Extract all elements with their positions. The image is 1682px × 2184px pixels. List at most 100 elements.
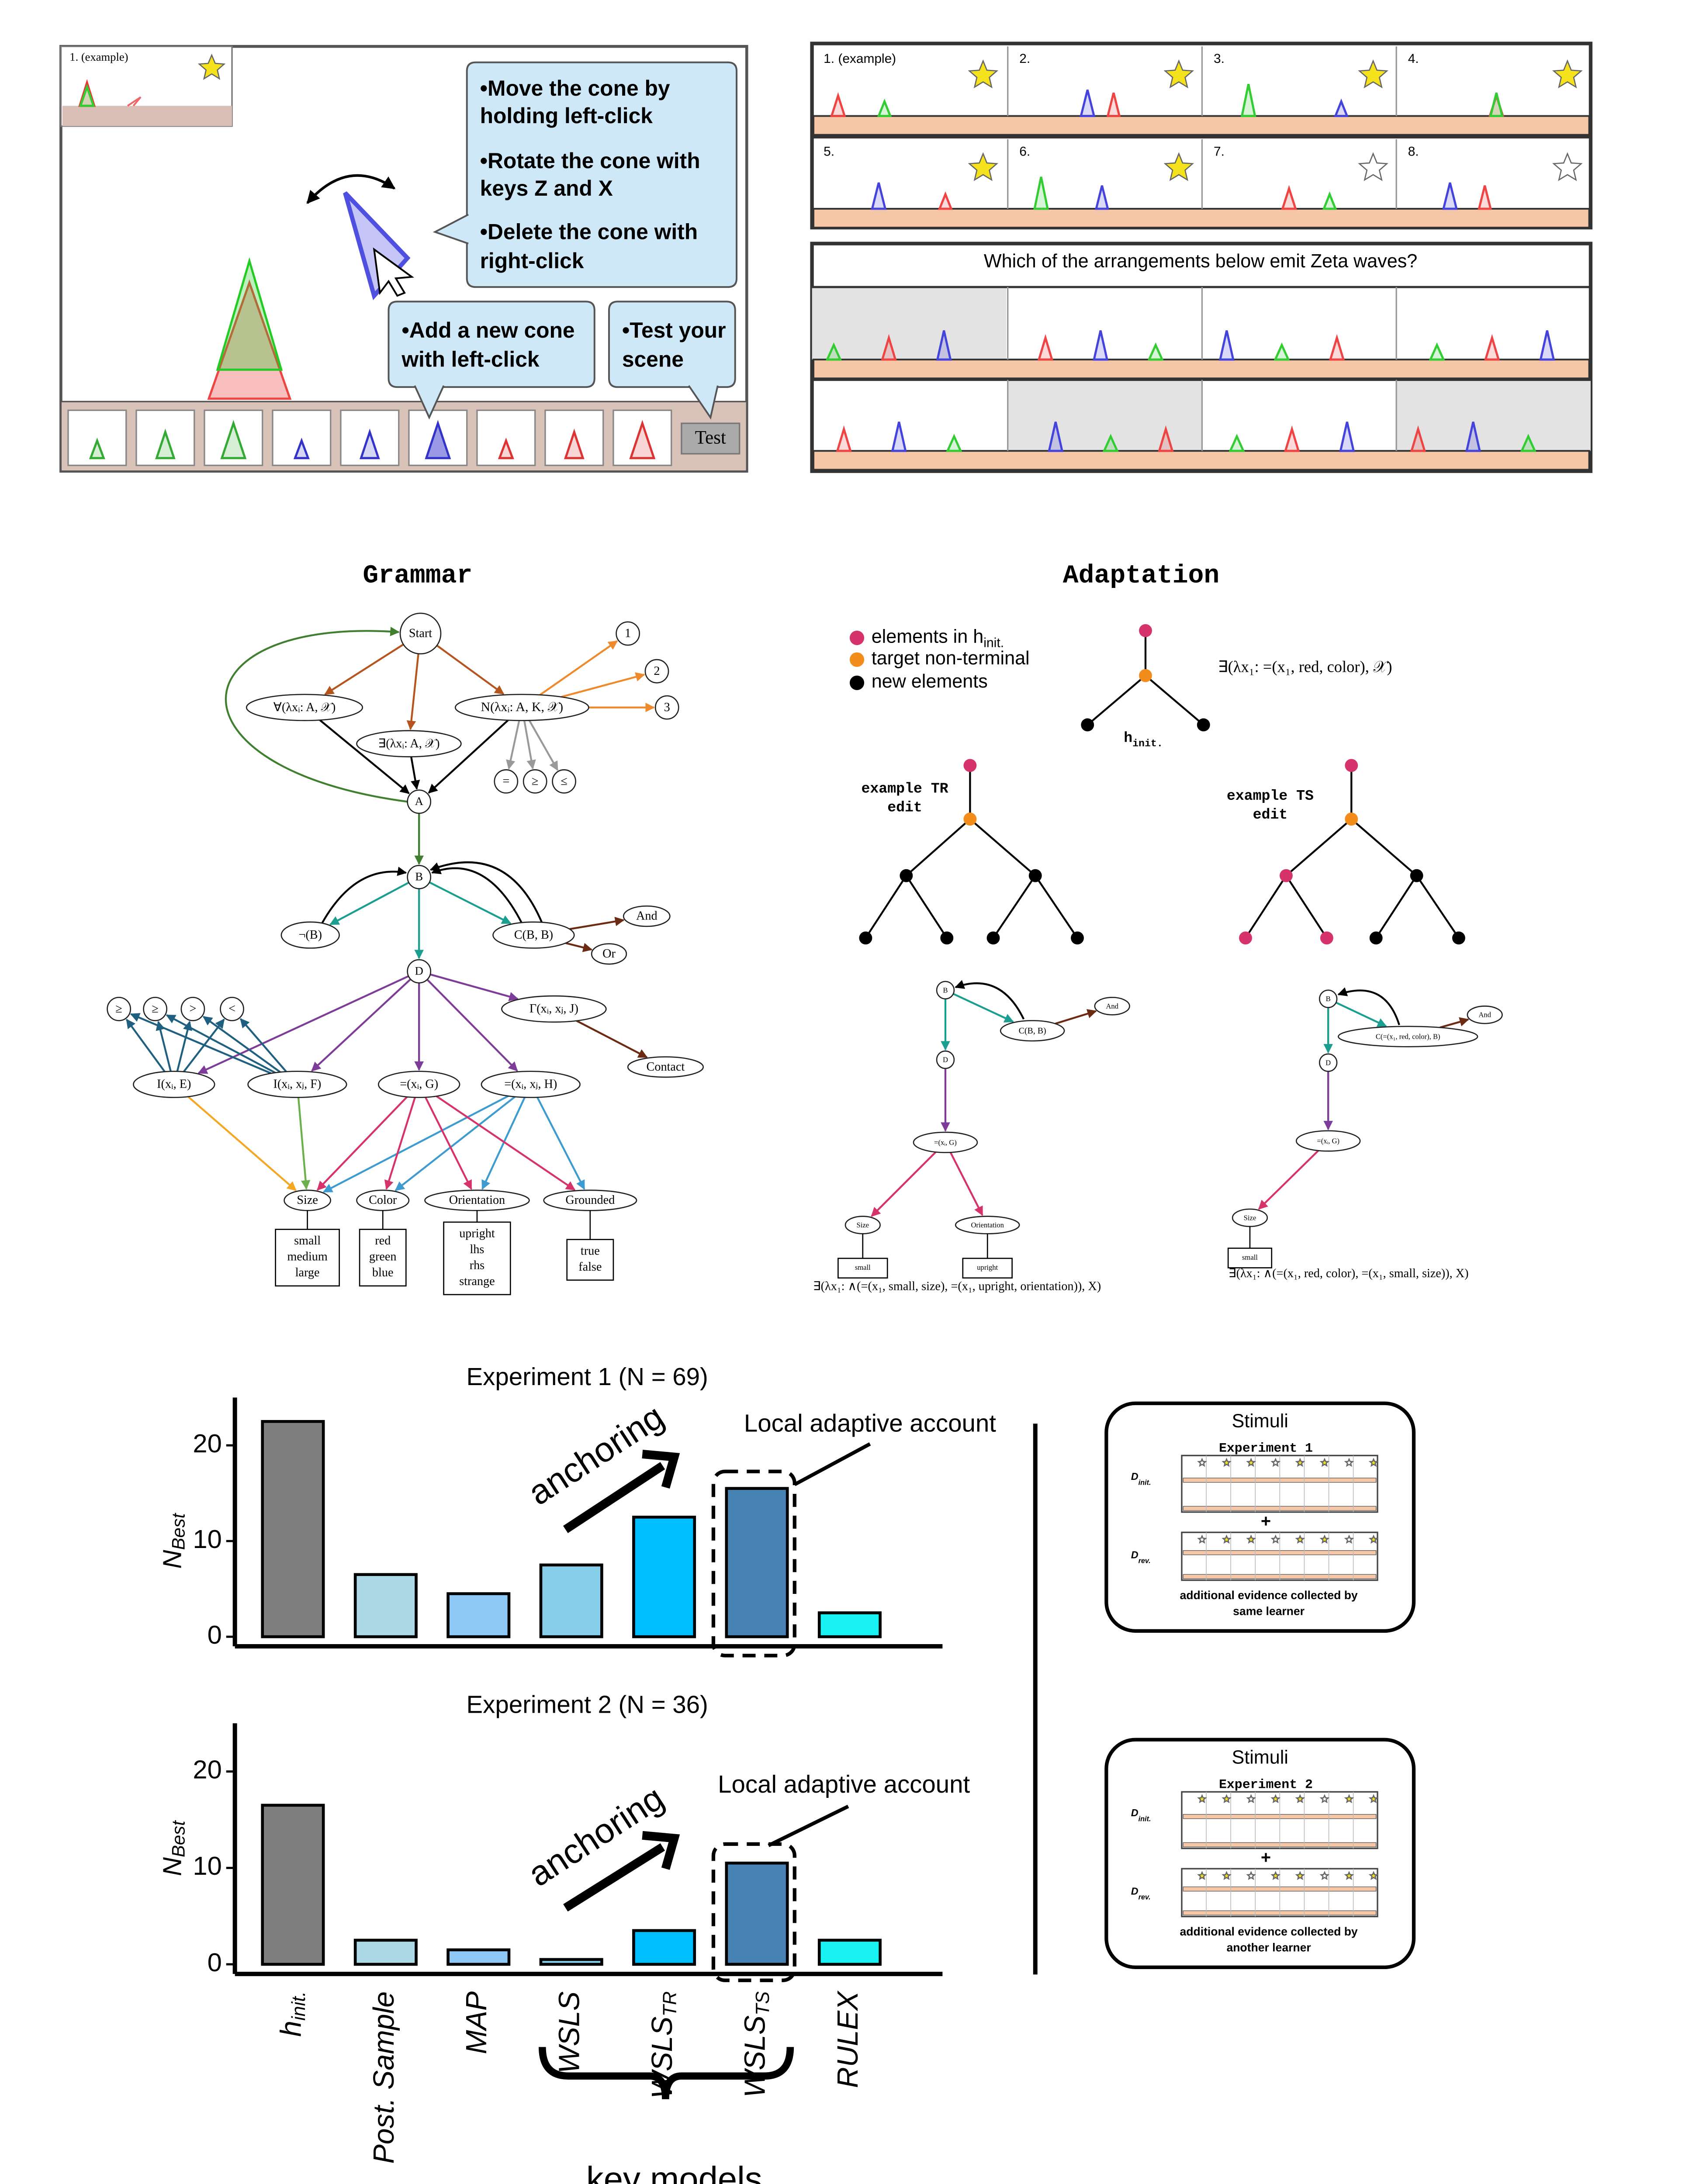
graph-edge [1336, 1002, 1387, 1027]
tree-edge [969, 818, 1036, 877]
bubble-tail [688, 385, 719, 420]
graph-node [377, 1071, 460, 1098]
star-icon [1270, 1458, 1281, 1467]
node-label: C(=(x₁, red, color), B) [1376, 1033, 1440, 1041]
cone-button[interactable] [476, 409, 536, 467]
tree-node [1139, 624, 1152, 637]
cone [877, 98, 892, 117]
star-icon [1246, 1458, 1256, 1467]
bar [725, 1487, 789, 1638]
cone-button[interactable] [204, 409, 263, 467]
tree-node [1452, 931, 1465, 945]
cone-button[interactable] [613, 409, 672, 467]
value-box [443, 1221, 511, 1296]
cone-button[interactable] [135, 409, 195, 467]
cone-button[interactable] [544, 409, 604, 467]
cone [938, 191, 953, 210]
d-init-label: Dinit. [1131, 1807, 1151, 1823]
star-icon [1319, 1534, 1330, 1544]
tree-node [963, 759, 977, 772]
category-text: MAP [460, 1991, 493, 2054]
graph-edge [395, 1096, 516, 1191]
node-label: ∀(λxᵢ: A, 𝒳) [273, 701, 336, 714]
cone [1218, 330, 1235, 361]
bar [632, 1515, 696, 1638]
value-label: strange [459, 1275, 495, 1288]
node-label: ≥ [152, 1002, 158, 1016]
cone [1048, 422, 1064, 452]
graph-edge [1440, 1017, 1469, 1029]
value-label: medium [287, 1250, 327, 1264]
example-label: 3. [1214, 52, 1225, 66]
graph-node [220, 997, 244, 1021]
bar [539, 1958, 603, 1966]
test-bubble [608, 301, 736, 388]
node-label: Size [857, 1221, 869, 1229]
value-label: red [375, 1234, 391, 1248]
graph-edge [506, 720, 520, 770]
cone [881, 334, 897, 361]
value-box [838, 1258, 888, 1279]
graph-node [1295, 1130, 1361, 1152]
graph-edge [297, 1097, 311, 1190]
star-icon [1368, 1534, 1379, 1544]
cone [1329, 334, 1345, 361]
cone [1093, 330, 1109, 361]
instruction-text: •Delete the cone with [480, 220, 698, 244]
anchoring-arrow [563, 1843, 665, 1912]
cone [359, 429, 380, 460]
graph-edge [949, 1152, 983, 1216]
example-label: 8. [1408, 144, 1419, 159]
tree-node [1345, 812, 1358, 826]
graph-edge [329, 881, 409, 926]
node-label: N(λxᵢ: A, K, 𝒳) [481, 700, 564, 714]
node-label: B [415, 870, 423, 883]
cone-button[interactable] [340, 409, 400, 467]
section-title: Adaptation [1063, 560, 1219, 590]
bubble-tail [414, 385, 445, 420]
tree-node [1081, 718, 1094, 732]
example-label: 4. [1408, 52, 1419, 66]
star-icon [1295, 1794, 1305, 1804]
highlight-box [711, 1469, 796, 1658]
ground-strip [812, 207, 1590, 229]
example-label: 5. [824, 144, 834, 159]
example-label: 2. [1019, 52, 1030, 66]
star-icon [1344, 1534, 1354, 1544]
tree-node [1345, 759, 1358, 772]
cone [1240, 84, 1256, 117]
tree-edge [1285, 875, 1328, 939]
legend-dot [849, 630, 865, 645]
stimuli-title: Stimuli [1232, 1747, 1288, 1768]
graph-edge [316, 1096, 408, 1191]
graph-node [523, 769, 547, 794]
cone [1478, 185, 1492, 210]
cone [1037, 334, 1054, 361]
ground-strip [812, 115, 1590, 136]
tree-edge [1285, 818, 1352, 877]
node-label: ≤ [561, 774, 567, 788]
value-label: green [369, 1250, 397, 1264]
value-box [962, 1258, 1013, 1279]
graph-edge [523, 720, 536, 770]
graph-edge [1258, 1150, 1319, 1210]
value-box [275, 1229, 340, 1287]
test-button[interactable] [681, 422, 741, 455]
category-subscript: init. [288, 1991, 309, 2021]
graph-node [913, 1131, 978, 1153]
tree-edge [905, 875, 948, 939]
highlight-cell [812, 287, 1007, 360]
tree-edge [1350, 818, 1418, 877]
bar [446, 1948, 511, 1966]
tree-edge [992, 875, 1036, 939]
cone [498, 437, 514, 460]
cone [1484, 334, 1500, 361]
x-tick-label: WSLSTS [739, 1991, 773, 2098]
h-init-label: hinit. [1124, 729, 1163, 750]
add-cone-text: with left-click [401, 347, 540, 372]
graph-edge-curved [1337, 987, 1400, 1026]
graph-node [492, 921, 575, 949]
thumbnail-label: 1. (example) [69, 50, 128, 63]
